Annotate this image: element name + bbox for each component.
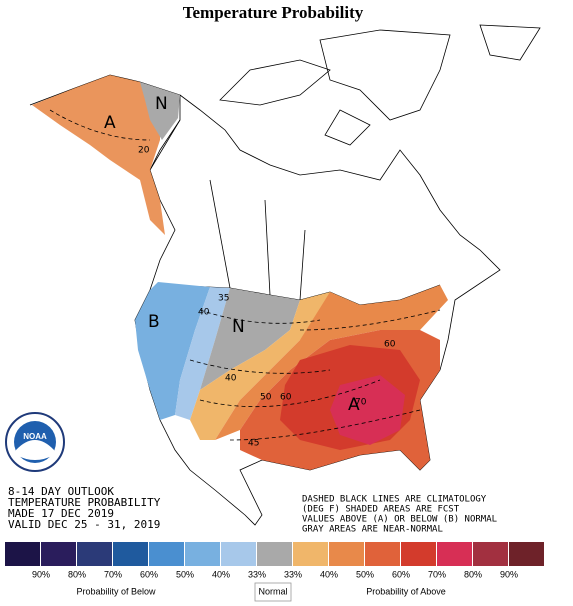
legend-swatch — [365, 542, 400, 566]
legend-swatch — [185, 542, 220, 566]
central-normal — [200, 288, 300, 390]
outlook-line: MADE 17 DEC 2019 — [8, 507, 114, 520]
legend-swatch — [473, 542, 508, 566]
borders — [149, 119, 441, 306]
normal-box — [254, 582, 292, 602]
legend-swatch — [437, 542, 472, 566]
noaa-logo-text: NOAA — [23, 432, 47, 441]
legend-swatch — [77, 542, 112, 566]
alaska-above — [32, 75, 165, 235]
legend-label: 70% — [104, 569, 122, 579]
legend-swatch — [329, 542, 364, 566]
noaa-logo-bird — [16, 440, 54, 460]
contour-label: 35 — [218, 294, 229, 304]
contour-label: 45 — [248, 439, 259, 449]
legend-label: 60% — [140, 569, 158, 579]
note-line: DASHED BLACK LINES ARE CLIMATOLOGY — [302, 495, 487, 505]
legend-swatch — [509, 542, 544, 566]
legend: 90% 80% 70% 60% 50% 40% 33% 33% 40% 50% 60% 70% 80% 9… — [5, 542, 544, 579]
contours — [49, 109, 441, 441]
legend-swatch — [149, 542, 184, 566]
gulf-above-max — [330, 375, 405, 445]
legend-swatch — [221, 542, 256, 566]
legend-label: 50% — [176, 569, 194, 579]
legend-label: 80% — [464, 569, 482, 579]
legend-caption: Probability of Below — [76, 586, 156, 596]
west-below — [135, 282, 210, 420]
legend-label: 80% — [68, 569, 86, 579]
region-label: A — [104, 113, 116, 133]
note-line: (DEG F) SHADED AREAS ARE FCST — [302, 505, 460, 515]
contour-label: 60 — [280, 393, 292, 403]
outlook-line: VALID DEC 25 - 31, 2019 — [8, 518, 160, 531]
legend-swatch — [401, 542, 436, 566]
alaska-normal — [140, 82, 180, 140]
legend-caption: Normal — [258, 586, 287, 596]
legend-swatch — [257, 542, 292, 566]
legend-label: 90% — [32, 569, 50, 579]
legend-label: 90% — [500, 569, 518, 579]
contour-label: 60 — [384, 340, 396, 350]
south-above — [215, 285, 448, 440]
legend-label: 40% — [212, 569, 230, 579]
outlook-line: 8-14 DAY OUTLOOK — [8, 485, 114, 498]
note-line: VALUES ABOVE (A) OR BELOW (B) NORMAL — [302, 515, 497, 525]
arctic-islands — [219, 24, 541, 146]
legend-label: 40% — [320, 569, 338, 579]
contour-label: 70 — [355, 398, 367, 408]
note-line: GRAY AREAS ARE NEAR-NORMAL — [302, 525, 443, 535]
legend-swatch — [5, 542, 40, 566]
legend-caption: Probability of Above — [366, 586, 446, 596]
legend-swatch — [293, 542, 328, 566]
contour-label: 20 — [138, 146, 150, 156]
legend-label: 33% — [248, 569, 266, 579]
region-label: B — [148, 312, 160, 332]
legend-label: 70% — [428, 569, 446, 579]
legend-label: 33% — [284, 569, 302, 579]
contour-label: 50 — [260, 393, 272, 403]
region-label: N — [232, 317, 245, 337]
legend-swatch — [41, 542, 76, 566]
south-above-weak — [190, 292, 360, 440]
outlook-line: TEMPERATURE PROBABILITY — [8, 496, 161, 509]
legend-label: 50% — [356, 569, 374, 579]
contour-label: 40 — [225, 374, 237, 384]
region-label: A — [348, 395, 360, 415]
title: Temperature Probability — [183, 3, 364, 22]
west-below-weak — [175, 287, 230, 420]
contour-label: 40 — [198, 308, 210, 318]
region-label: N — [155, 94, 168, 114]
legend-label: 60% — [392, 569, 410, 579]
legend-swatch — [113, 542, 148, 566]
